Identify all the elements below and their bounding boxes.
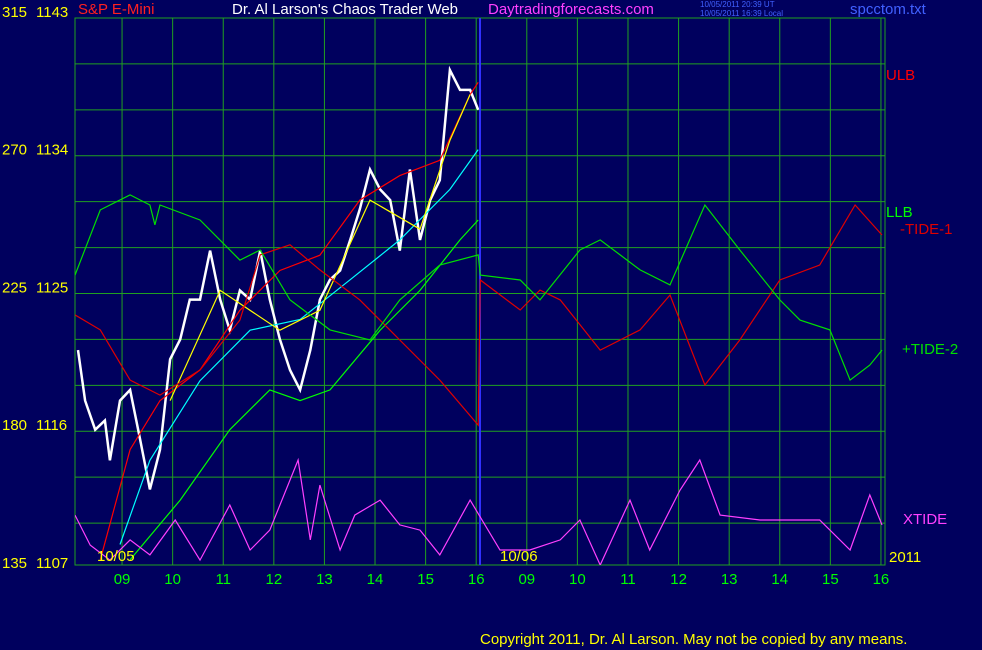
series-label: ULB: [886, 67, 915, 84]
title: Dr. Al Larson's Chaos Trader Web: [232, 1, 458, 18]
site: Daytradingforecasts.com: [488, 1, 654, 18]
series-line: [75, 457, 883, 565]
series-line: [75, 194, 883, 382]
series-line: [99, 81, 479, 560]
series-label: +TIDE-2: [902, 341, 958, 358]
x-tick-label: 14: [771, 571, 788, 588]
x-tick-label: 10: [569, 571, 586, 588]
x-tick-label: 10: [164, 571, 181, 588]
x-tick-label: 13: [721, 571, 738, 588]
y-tick-label: 315: [2, 4, 27, 21]
x-tick-label: 11: [620, 571, 636, 588]
series-label: XTIDE: [903, 511, 947, 528]
y-tick-label: 225: [2, 279, 27, 296]
y2-tick-label: 1116: [36, 417, 67, 434]
x-tick-label: 12: [670, 571, 687, 588]
x-tick-label: 16: [873, 571, 890, 588]
y-tick-label: 180: [2, 417, 27, 434]
x-tick-label: 12: [265, 571, 282, 588]
x-tick-label: 13: [316, 571, 333, 588]
y2-tick-label: 1107: [36, 555, 68, 572]
x-tick-label: 14: [367, 571, 384, 588]
x-tick-label: 15: [822, 571, 839, 588]
plot: [75, 65, 883, 565]
time-local: 10/05/2011 16:39 Local: [700, 9, 783, 18]
y2-tick-label: 1143: [36, 4, 68, 21]
year-label: 2011: [889, 549, 921, 566]
series-label: LLB: [886, 204, 913, 221]
x-tick-label: 16: [468, 571, 485, 588]
symbol: S&P E-Mini: [78, 1, 154, 18]
day-label: 10/05: [97, 548, 135, 565]
file-name: spcctom.txt: [850, 1, 927, 18]
series-line: [75, 203, 883, 427]
x-tick-label: 11: [215, 571, 231, 588]
series-line: [76, 65, 480, 490]
x-tick-label: 15: [417, 571, 434, 588]
x-tick-label: 09: [114, 571, 131, 588]
y2-tick-label: 1134: [36, 142, 68, 159]
series-label: -TIDE-1: [900, 221, 953, 238]
day-label: 10/06: [500, 548, 538, 565]
series-line: [169, 94, 471, 401]
y2-tick-label: 1125: [36, 279, 68, 296]
time-ut: 10/05/2011 20:39 UT: [700, 0, 775, 9]
y-tick-label: 270: [2, 142, 27, 159]
x-tick-label: 09: [518, 571, 535, 588]
y-tick-label: 135: [2, 555, 27, 572]
copyright: Copyright 2011, Dr. Al Larson. May not b…: [480, 631, 907, 648]
